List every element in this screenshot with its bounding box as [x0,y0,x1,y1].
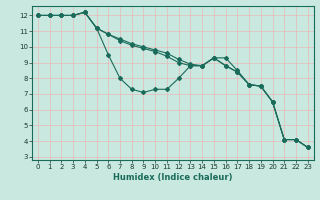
X-axis label: Humidex (Indice chaleur): Humidex (Indice chaleur) [113,173,233,182]
